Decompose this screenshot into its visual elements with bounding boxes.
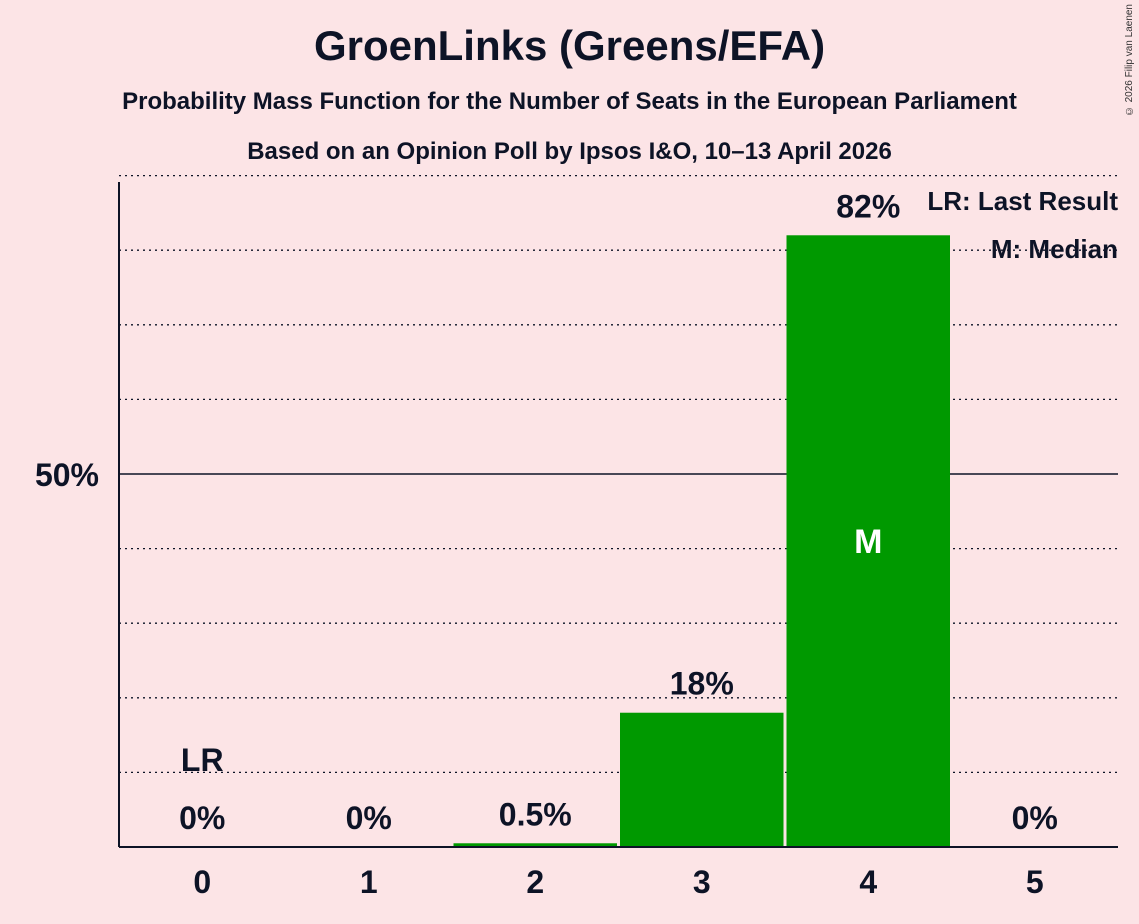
bar: [786, 235, 950, 847]
y-tick-label: 50%: [35, 457, 99, 493]
bar: [453, 843, 617, 847]
chart-title: GroenLinks (Greens/EFA): [313, 22, 826, 69]
x-tick-label: 0: [193, 864, 211, 900]
median-marker: M: [854, 523, 882, 561]
data-label: 0.5%: [499, 796, 572, 832]
bar: [620, 712, 784, 847]
x-tick-label: 4: [859, 864, 877, 900]
data-label: 0%: [1012, 800, 1058, 836]
x-tick-label: 5: [1026, 864, 1044, 900]
data-label: 82%: [836, 188, 900, 224]
chart-subtitle: Probability Mass Function for the Number…: [122, 88, 1017, 115]
last-result-marker: LR: [181, 742, 224, 778]
data-label: 0%: [179, 800, 225, 836]
x-tick-label: 3: [693, 864, 711, 900]
legend-median: M: Median: [991, 234, 1118, 264]
chart-subtitle-poll: Based on an Opinion Poll by Ipsos I&O, 1…: [247, 138, 892, 165]
x-tick-label: 2: [526, 864, 544, 900]
data-label: 18%: [670, 666, 734, 702]
x-tick-label: 1: [360, 864, 378, 900]
data-label: 0%: [346, 800, 392, 836]
legend-last-result: LR: Last Result: [927, 186, 1118, 216]
